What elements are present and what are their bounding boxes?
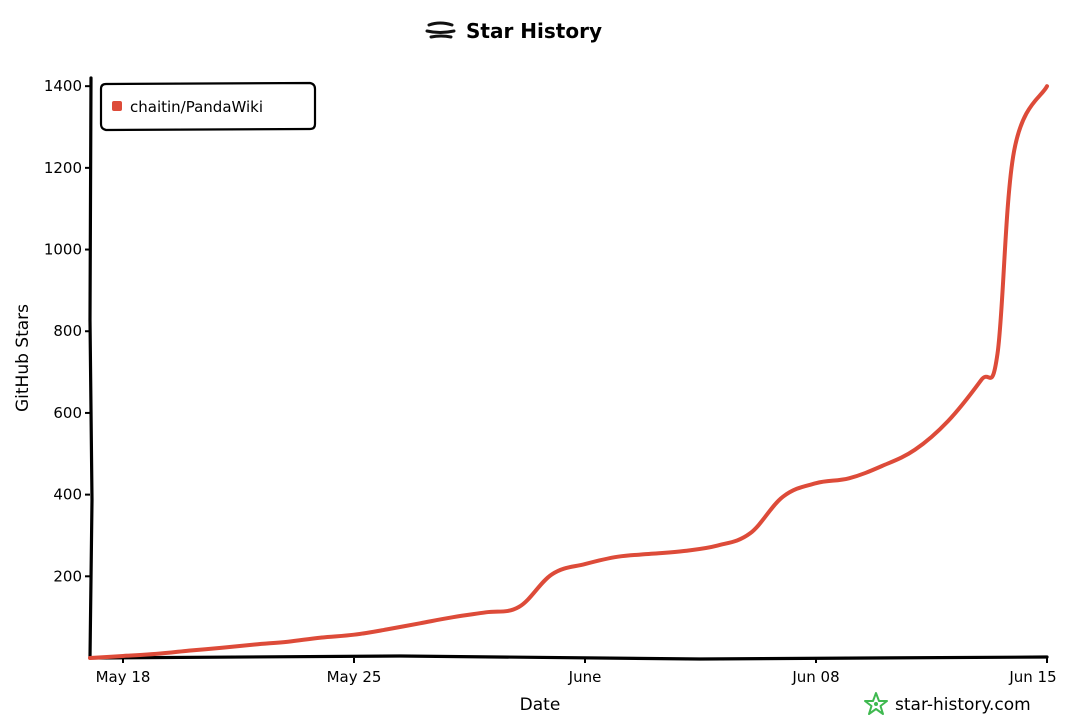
series-line-0	[88, 84, 1049, 660]
y-axis-label: GitHub Stars	[13, 304, 33, 412]
x-tick-label: June	[568, 668, 602, 686]
legend-box	[99, 81, 317, 132]
y-tick-label: 1000	[44, 241, 82, 259]
star-history-logo-icon	[864, 692, 888, 715]
brand-text[interactable]: star-history.com	[895, 695, 1031, 715]
y-tick-label: 800	[53, 322, 82, 340]
star-history-title-icon	[425, 21, 456, 39]
x-tick-label: May 25	[327, 668, 382, 686]
legend-swatch	[112, 101, 122, 111]
brand[interactable]: star-history.com	[864, 692, 1031, 715]
x-axis-label: Date	[520, 695, 561, 715]
chart-title: Star History	[466, 19, 602, 43]
y-tick-label: 400	[53, 486, 82, 504]
y-tick-label: 200	[53, 567, 82, 585]
y-axis-ticks: 200 400 600 800 1000 1200 1400	[44, 77, 90, 585]
y-axis-line	[88, 76, 94, 660]
x-tick-label: Jun 15	[1008, 668, 1056, 686]
y-tick-label: 600	[53, 404, 82, 422]
x-axis-ticks: May 18 May 25 June Jun 08 Jun 15	[96, 658, 1057, 686]
x-tick-label: May 18	[96, 668, 151, 686]
x-tick-label: Jun 08	[791, 668, 839, 686]
legend: chaitin/PandaWiki	[99, 81, 317, 132]
y-tick-label: 1400	[44, 77, 82, 95]
legend-entry-label: chaitin/PandaWiki	[130, 98, 263, 116]
series-layer	[88, 84, 1049, 660]
y-tick-label: 1200	[44, 159, 82, 177]
x-axis-line	[88, 654, 1049, 661]
title-group: Star History	[425, 19, 602, 43]
